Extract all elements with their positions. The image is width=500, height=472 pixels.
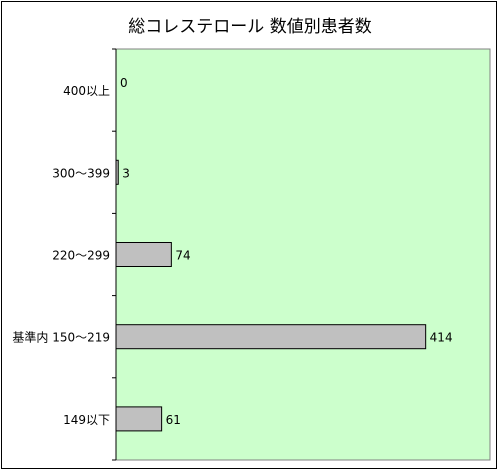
category-tick-label: 220～299 xyxy=(52,249,110,263)
category-tick-label: 300～399 xyxy=(52,166,110,180)
labels-group: 400以上 0 300～399 3 220～299 74 基準内 150～219 414 149… xyxy=(12,76,452,427)
data-label: 414 xyxy=(430,331,453,345)
category-tick-label: 400以上 xyxy=(63,84,110,98)
data-label: 74 xyxy=(175,249,190,263)
data-label: 61 xyxy=(166,413,181,427)
chart-title: 総コレステロール 数値別患者数 xyxy=(128,17,371,37)
category-tick-label: 基準内 150～219 xyxy=(12,330,110,345)
bar xyxy=(115,242,172,267)
plot-area xyxy=(115,48,491,461)
category-tick-label: 149以下 xyxy=(63,413,110,427)
data-label: 0 xyxy=(120,76,128,90)
bar xyxy=(115,324,427,350)
bar xyxy=(115,406,163,432)
data-label: 3 xyxy=(122,166,130,180)
y-axis xyxy=(112,48,117,461)
